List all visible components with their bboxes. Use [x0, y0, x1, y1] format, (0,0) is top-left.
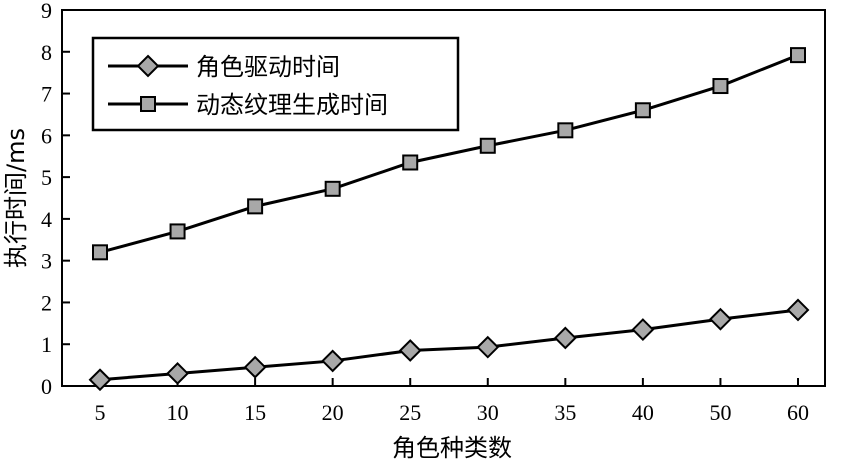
data-point-square [790, 47, 806, 64]
x-axis-title: 角色种类数 [392, 434, 512, 462]
data-point-diamond [166, 362, 189, 385]
data-point-square [402, 154, 419, 171]
data-point-diamond [786, 298, 810, 322]
y-tick-label: 6 [41, 123, 52, 148]
data-point-square [557, 122, 574, 139]
x-tick-label: 5 [95, 400, 106, 425]
y-tick-label: 9 [41, 0, 52, 23]
legend-label-2: 动态纹理生成时间 [196, 91, 388, 119]
data-point-diamond [88, 368, 112, 392]
x-tick-label: 40 [632, 400, 654, 425]
y-tick-label: 8 [41, 40, 52, 65]
data-point-diamond [709, 307, 732, 331]
y-tick-label: 5 [41, 165, 52, 190]
data-point-square [324, 180, 341, 197]
data-point-diamond [398, 339, 422, 362]
x-axis-ticks: 5 10 15 20 25 30 35 40 50 60 [95, 378, 809, 425]
series-line-1 [99, 308, 799, 382]
data-point-square [169, 223, 186, 240]
x-tick-label: 15 [244, 400, 266, 425]
y-tick-label: 0 [41, 374, 52, 399]
data-point-square [634, 102, 651, 119]
data-point-diamond [476, 335, 500, 359]
data-point-diamond [243, 355, 267, 379]
legend-box [91, 36, 460, 132]
data-point-diamond [553, 326, 577, 350]
data-point-diamond [321, 349, 345, 373]
y-tick-label: 4 [41, 207, 52, 232]
series-layer [88, 47, 810, 392]
data-point-diamond [631, 318, 655, 342]
x-tick-label: 20 [322, 400, 344, 425]
legend-marker-square [140, 96, 156, 112]
x-tick-label: 35 [554, 400, 576, 425]
x-tick-label: 30 [477, 400, 499, 425]
data-point-square [479, 137, 496, 154]
x-tick-label: 25 [399, 400, 421, 425]
x-tick-label: 50 [709, 400, 731, 425]
data-point-square [247, 198, 264, 215]
legend-marker-diamond [136, 54, 160, 78]
plot-frame [61, 9, 826, 387]
y-axis-title: 执行时间/ms [2, 128, 30, 268]
y-axis-ticks: 0 1 2 3 4 5 6 7 8 9 [41, 0, 70, 399]
data-point-square [712, 78, 729, 95]
series-line-2 [99, 53, 799, 254]
data-point-square [92, 244, 108, 261]
y-tick-label: 7 [41, 82, 52, 107]
legend: 角色驱动时间 动态纹理生成时间 [91, 36, 460, 132]
y-tick-label: 1 [41, 332, 52, 357]
x-tick-label: 10 [167, 400, 189, 425]
legend-label-1: 角色驱动时间 [196, 53, 340, 81]
x-tick-label: 60 [787, 400, 809, 425]
y-tick-label: 2 [41, 290, 52, 315]
y-tick-label: 3 [41, 249, 52, 274]
